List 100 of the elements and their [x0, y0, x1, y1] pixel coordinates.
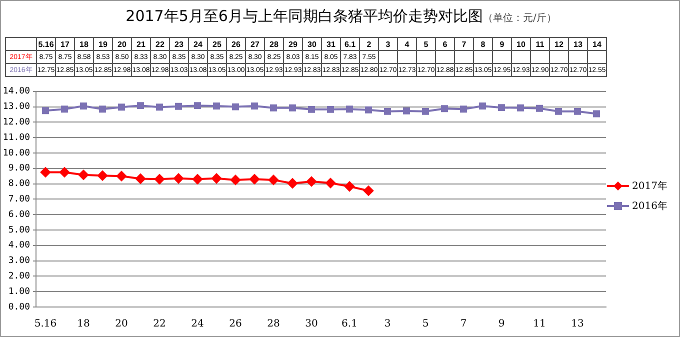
x-tick-label: 2 — [360, 38, 378, 50]
point — [574, 108, 581, 115]
x-tick-label: 22 — [150, 38, 170, 50]
point — [98, 170, 108, 181]
point — [460, 106, 467, 113]
category-label: 20 — [115, 318, 128, 330]
point — [365, 106, 372, 114]
point — [230, 174, 240, 185]
category-label: 18 — [77, 318, 90, 330]
point — [232, 103, 239, 110]
point — [364, 186, 374, 196]
point — [175, 102, 182, 110]
x-tick-label: 21 — [132, 38, 150, 50]
point — [479, 102, 486, 110]
point — [154, 174, 164, 184]
x-tick-label: 20 — [112, 38, 132, 50]
point — [403, 107, 410, 114]
category-label: 9 — [498, 318, 505, 330]
x-tick-label: 27 — [246, 38, 264, 50]
point — [61, 106, 68, 113]
x-tick-label: 10 — [512, 38, 530, 50]
point — [40, 167, 50, 178]
point — [593, 110, 600, 118]
x-tick-label: 24 — [188, 38, 208, 50]
point — [441, 105, 448, 112]
x-tick-label: 28 — [264, 38, 284, 50]
x-tick-label: 6.1 — [340, 38, 360, 50]
category-label: 6.1 — [342, 318, 358, 330]
x-tick-label: 23 — [170, 38, 188, 50]
y-tick-label: 14.00 — [2, 86, 30, 97]
category-label: 11 — [533, 318, 546, 330]
point — [289, 104, 296, 112]
point — [422, 108, 429, 115]
point — [42, 107, 49, 114]
point — [250, 174, 260, 184]
point — [156, 104, 163, 111]
category-label: 30 — [305, 318, 318, 330]
x-tick-label: 3 — [378, 38, 398, 50]
x-tick-label: 30 — [302, 38, 322, 50]
point — [288, 178, 298, 188]
x-tick-label: 29 — [284, 38, 302, 50]
point — [78, 170, 88, 180]
x-tick-label: 25 — [208, 38, 226, 50]
y-tick-label: 0.00 — [8, 302, 30, 312]
legend-label: 2017年 — [632, 180, 668, 193]
category-label: 24 — [191, 318, 204, 330]
x-tick-label: 19 — [94, 38, 112, 50]
x-tick-label: 6 — [436, 38, 454, 50]
category-label: 22 — [153, 318, 166, 330]
x-tick-label: 12 — [550, 38, 568, 50]
point — [174, 173, 184, 184]
category-label: 3 — [384, 318, 391, 330]
point — [60, 167, 70, 178]
category-label: 28 — [267, 318, 280, 330]
category-label: 26 — [229, 318, 242, 330]
x-tick-label: 8 — [474, 38, 492, 50]
y-tick-label: 10.00 — [2, 148, 30, 158]
y-tick-label: 9.00 — [8, 164, 30, 174]
category-label: 5.16 — [34, 318, 57, 330]
x-tick-label: 7 — [454, 38, 474, 50]
y-tick-label: 7.00 — [8, 194, 30, 205]
point — [116, 171, 126, 182]
point — [536, 104, 543, 112]
point — [136, 174, 146, 184]
point — [118, 104, 125, 111]
x-tick-label: 5.16 — [36, 38, 56, 50]
point — [327, 106, 334, 113]
point — [306, 176, 316, 186]
x-tick-label: 18 — [74, 38, 94, 50]
point — [346, 106, 353, 113]
y-tick-label: 12.00 — [2, 118, 30, 128]
chart-title: 2017年5月至6月与上年同期白条猪平均价走势对比图 — [126, 7, 483, 25]
y-tick-label: 8.00 — [8, 179, 30, 190]
x-tick-label: 26 — [226, 38, 246, 50]
x-tick-label: 14 — [588, 38, 606, 50]
point — [268, 174, 278, 185]
point — [212, 173, 222, 184]
point — [137, 102, 144, 110]
point — [99, 106, 106, 113]
point — [80, 102, 87, 110]
point — [326, 178, 336, 188]
category-label: 5 — [422, 318, 429, 330]
category-label: 7 — [460, 318, 467, 330]
legend-label: 2016年 — [632, 200, 668, 213]
y-tick-label: 6.00 — [8, 210, 30, 220]
x-tick-label: 13 — [568, 38, 588, 50]
point — [517, 104, 524, 112]
y-tick-label: 11.00 — [2, 132, 30, 143]
point — [192, 174, 202, 184]
chart-subtitle: （单位：元/斤） — [482, 13, 556, 24]
point — [251, 102, 258, 110]
category-label: 13 — [571, 318, 584, 330]
y-tick-label: 5.00 — [8, 225, 30, 236]
point — [384, 108, 391, 115]
y-tick-label: 3.00 — [8, 256, 30, 266]
x-tick-label: 31 — [322, 38, 340, 50]
x-tick-label: 17 — [56, 38, 74, 50]
x-tick-label: 9 — [492, 38, 512, 50]
point — [270, 104, 277, 112]
y-tick-label: 13.00 — [2, 102, 30, 112]
